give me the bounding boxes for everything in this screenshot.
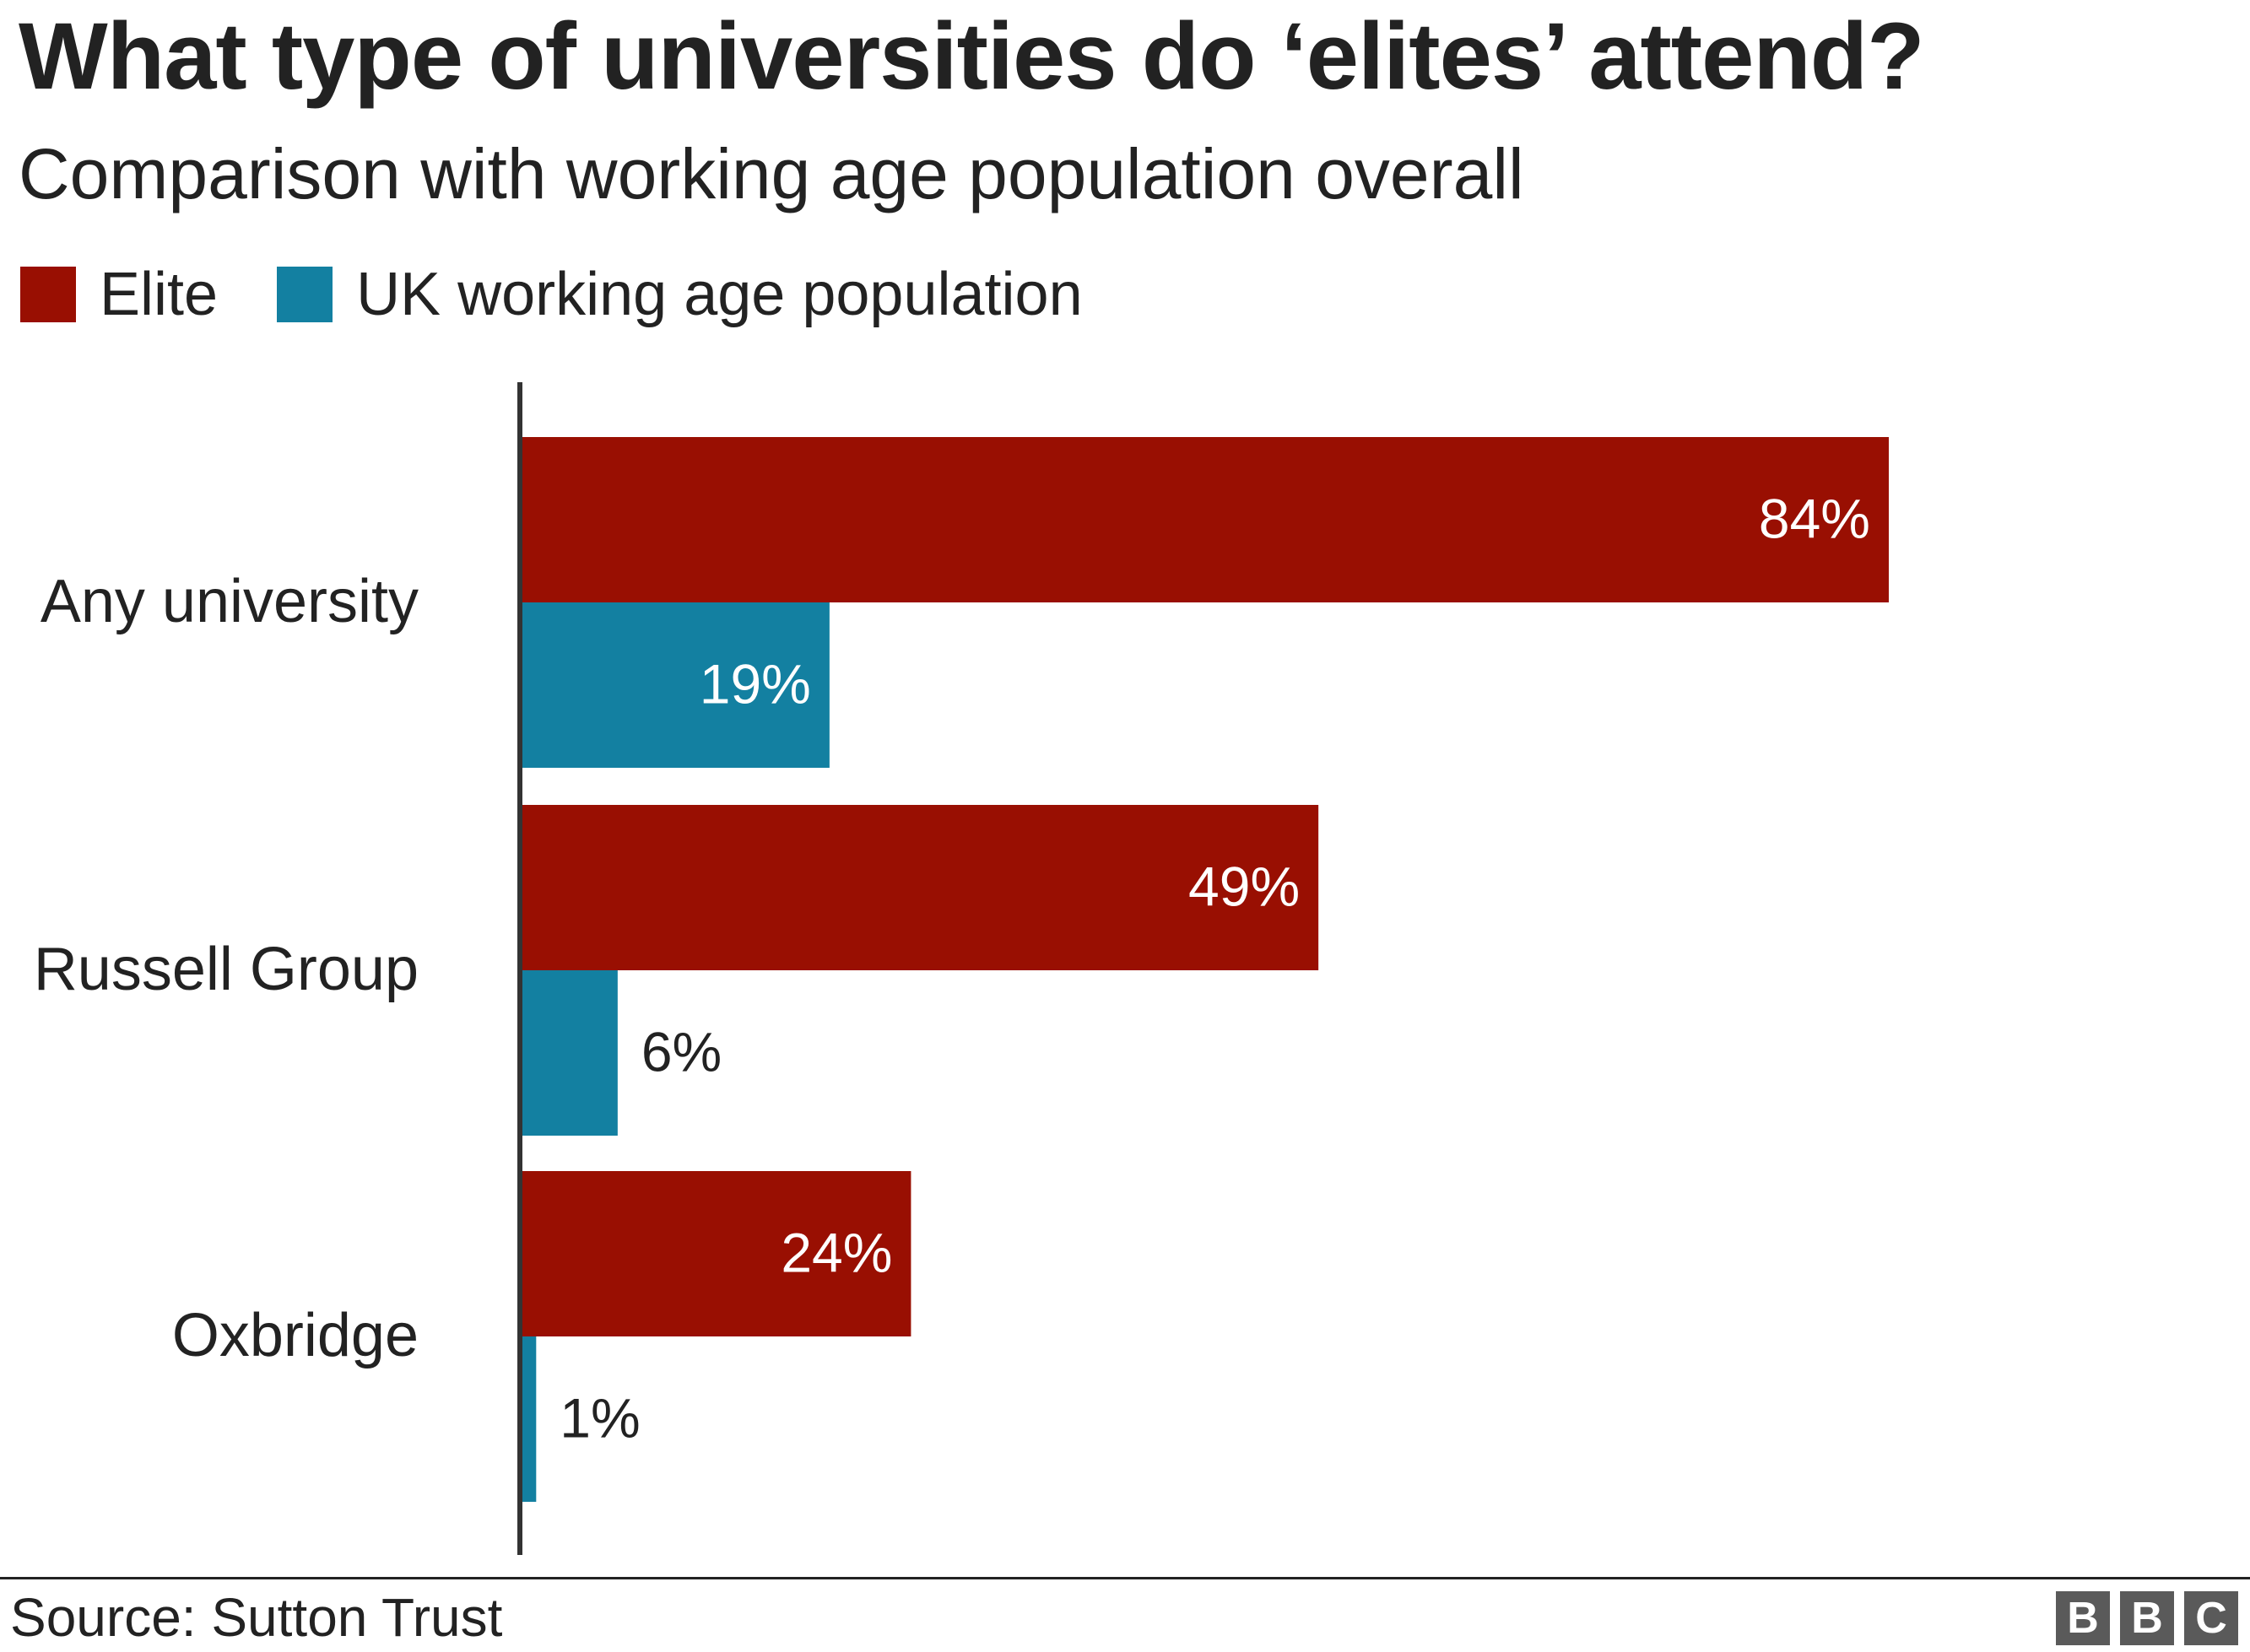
legend: Elite UK working age population [20,260,1142,329]
bar-russell-group-uk-population [520,970,618,1136]
bar-any-university-uk-population [520,602,830,768]
category-label-any-university: Any university [41,568,419,635]
data-label-oxbridge-elite: 24% [781,1221,892,1283]
category-label-oxbridge: Oxbridge [172,1302,419,1369]
legend-item-uk-population: UK working age population [277,260,1083,329]
data-label-any-university-uk-population: 19% [700,652,811,715]
legend-label-elite: Elite [100,261,219,328]
legend-swatch-elite [20,267,76,322]
data-label-any-university-elite: 84% [1759,487,1870,549]
bar-chart: Any university 84% 19% Russell Group 49% 6% Ox… [34,382,1889,1555]
footer-divider [0,1577,2250,1579]
chart-subtitle: Comparison with working age population o… [19,134,1524,213]
source-note: Source: Sutton Trust [10,1587,503,1648]
logo-letter-b1: B [2056,1591,2110,1645]
category-label-russell-group: Russell Group [34,936,419,1003]
logo-letter-b2: B [2120,1591,2174,1645]
bbc-logo: B B C [2046,1591,2238,1645]
data-label-russell-group-elite: 49% [1188,855,1300,917]
chart-title: What type of universities do ‘elites’ at… [19,3,1925,109]
legend-swatch-uk-population [277,267,333,322]
bar-any-university-elite [520,437,1889,602]
legend-label-uk-population: UK working age population [356,261,1083,328]
legend-item-elite: Elite [20,260,218,329]
data-label-oxbridge-uk-population: 1% [560,1386,640,1449]
bar-russell-group-elite [520,805,1319,970]
bar-oxbridge-uk-population [520,1336,537,1502]
logo-letter-c: C [2184,1591,2238,1645]
bar-oxbridge-elite [520,1171,911,1336]
data-label-russell-group-uk-population: 6% [641,1020,722,1082]
